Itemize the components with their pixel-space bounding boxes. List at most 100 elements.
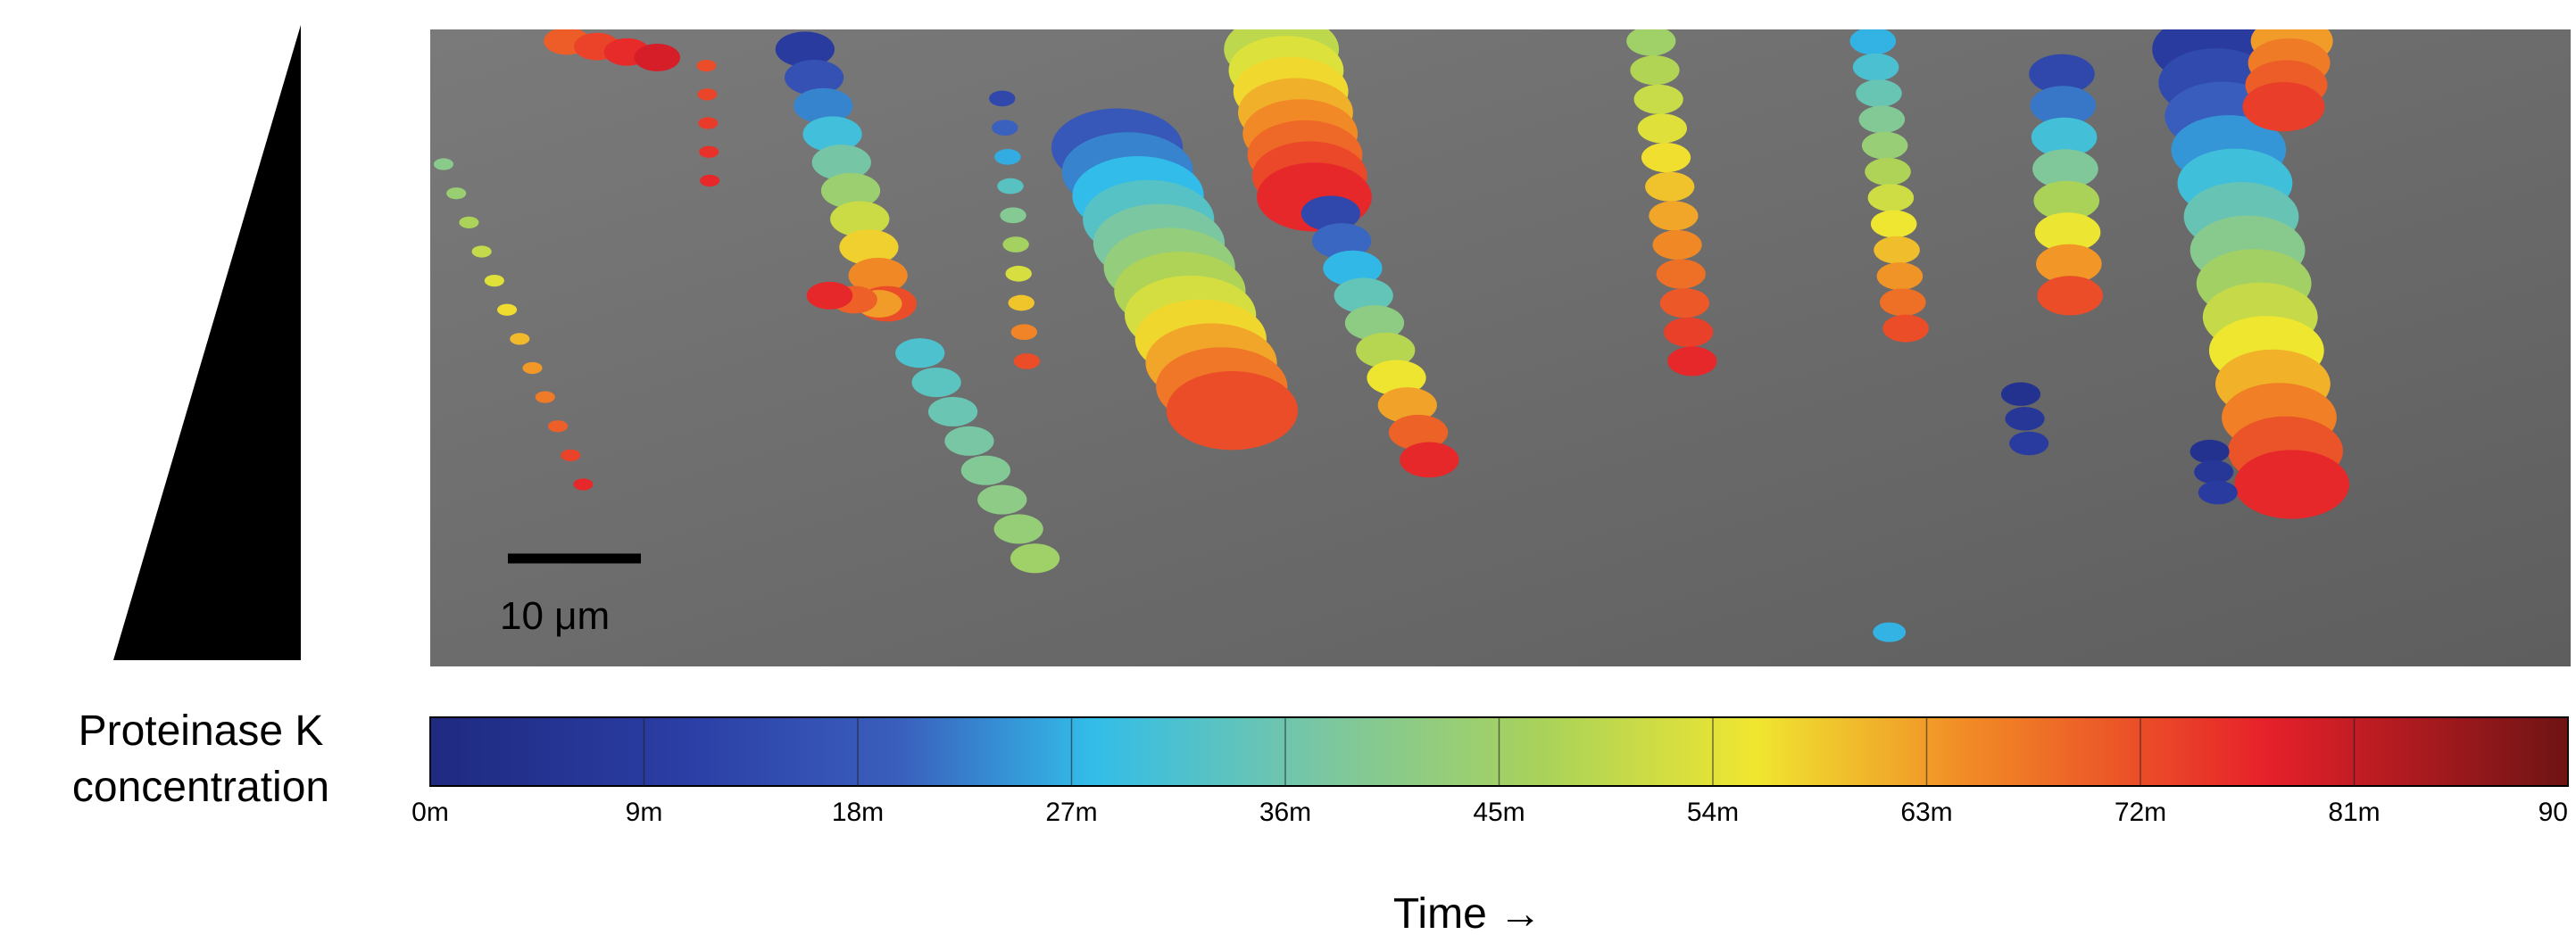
scale-bar-label: 10 μm — [500, 594, 610, 638]
track-blob — [1010, 543, 1060, 574]
track-blob — [1849, 29, 1897, 55]
track-blob — [2036, 244, 2102, 284]
track-blob — [811, 145, 871, 180]
track-blob — [1312, 223, 1372, 259]
track-blob — [895, 338, 945, 368]
track-blob — [992, 120, 1018, 136]
track-blob — [2005, 407, 2045, 431]
track-blob — [1010, 324, 1038, 341]
track-blob — [698, 117, 719, 129]
track-blob — [997, 178, 1024, 194]
wedge-label: concentration — [72, 764, 329, 811]
track-blob — [1879, 288, 1926, 317]
track-blob — [1865, 157, 1911, 186]
track-blob — [802, 116, 862, 153]
track-blob — [1400, 442, 1459, 478]
track-blob — [1000, 207, 1026, 224]
track-blob — [1856, 79, 1902, 108]
concentration-wedge — [113, 25, 301, 660]
track-blob — [2033, 180, 2100, 220]
track-blob — [433, 158, 454, 170]
track-blob — [1005, 265, 1032, 282]
track-blob — [993, 514, 1043, 544]
tracks — [433, 29, 2350, 642]
track-blob — [839, 229, 899, 265]
track-blob — [1858, 105, 1906, 134]
track-blob — [1630, 55, 1680, 86]
track-blob — [2009, 431, 2049, 456]
tick-label: 90 — [2539, 798, 2568, 827]
track-blob — [634, 43, 681, 71]
track-blob — [699, 145, 719, 158]
track-blob — [1874, 236, 1920, 264]
track-blob — [1008, 294, 1035, 311]
track-blob — [2030, 86, 2097, 126]
track-blob — [535, 391, 555, 403]
track-blob — [2198, 480, 2238, 505]
tick-label: 72m — [2115, 798, 2166, 827]
track-blob — [794, 87, 853, 124]
track-blob — [1876, 262, 1924, 291]
track-blob — [977, 484, 1027, 515]
track-blob — [1659, 288, 1710, 318]
track-blob — [697, 88, 718, 101]
track-blob — [1873, 622, 1907, 642]
tick-label: 81m — [2328, 798, 2380, 827]
track-blob — [1300, 195, 1361, 232]
track-blob — [2234, 450, 2350, 519]
track-blob — [1013, 353, 1041, 369]
track-blob — [484, 274, 504, 287]
track-blob — [573, 478, 594, 491]
track-blob — [2029, 54, 2095, 94]
track-blob — [2194, 459, 2234, 484]
track-blob — [989, 90, 1016, 107]
track-blob — [911, 368, 961, 398]
track-blob — [1166, 370, 1299, 451]
track-blob — [1002, 236, 1029, 252]
track-blob — [471, 245, 492, 258]
track-blob — [1637, 113, 1687, 144]
track-blob — [1356, 332, 1416, 368]
track-blob — [1626, 29, 1676, 56]
track-blob — [820, 172, 881, 209]
track-blob — [2031, 117, 2098, 157]
track-blob — [2242, 82, 2325, 132]
track-blob — [522, 361, 543, 375]
colorbar-ticks: 0m 9m 18m 27m 36m 45m 54m 63m 72m 81m 90 — [411, 717, 2569, 827]
track-blob — [1870, 210, 1917, 238]
track-blob — [960, 455, 1010, 485]
tick-label: 54m — [1687, 798, 1739, 827]
track-blob — [1323, 250, 1383, 286]
track-blob — [784, 60, 844, 95]
track-blob — [547, 420, 569, 433]
track-blob — [1667, 346, 1717, 376]
track-blob — [1852, 53, 1899, 81]
track-blob — [1344, 305, 1405, 341]
track-blob — [830, 201, 890, 237]
track-blob — [775, 31, 835, 68]
track-blob — [497, 303, 518, 316]
track-blob — [944, 426, 994, 456]
x-axis-label: Time → — [1393, 890, 1541, 938]
track-blob — [1656, 259, 1706, 289]
track-blob — [1867, 184, 1915, 212]
track-blob — [561, 449, 581, 461]
track-blob — [459, 216, 479, 228]
tick-label: 27m — [1045, 798, 1097, 827]
tick-label: 18m — [832, 798, 884, 827]
track-blob — [1861, 131, 1908, 160]
track-blob — [510, 333, 530, 345]
track-blob — [806, 281, 853, 310]
track-blob — [2032, 149, 2098, 189]
track-blob — [1649, 201, 1699, 231]
track-blob — [848, 257, 908, 294]
track-blob — [1388, 414, 1449, 451]
track-blob — [1882, 314, 1929, 343]
track-blob — [1652, 229, 1702, 260]
track-blob — [2000, 382, 2041, 406]
track-blob — [696, 59, 717, 72]
track-blob — [2190, 439, 2230, 464]
track-blob — [1377, 387, 1437, 423]
